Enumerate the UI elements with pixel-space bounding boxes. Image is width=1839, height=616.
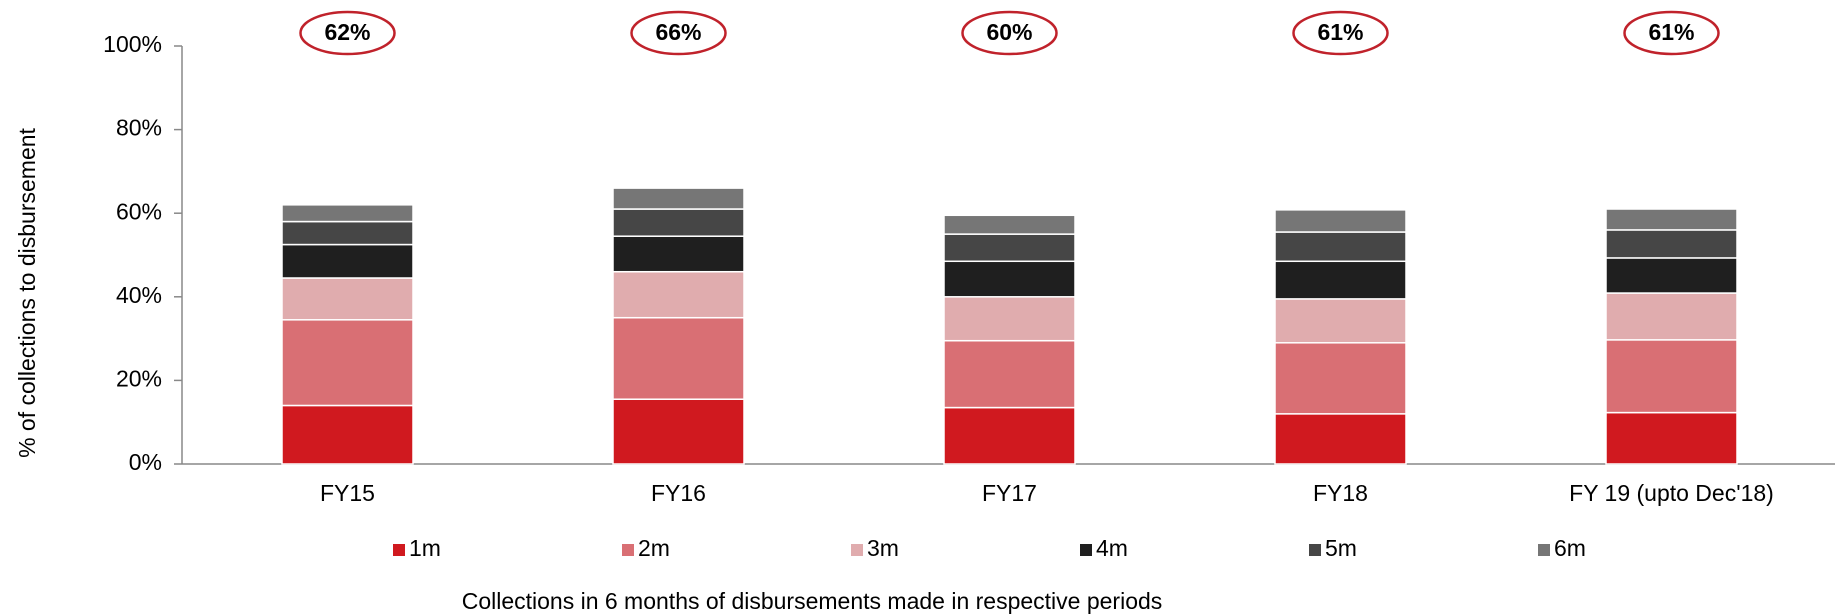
- total-label: 61%: [1317, 19, 1363, 45]
- bar-segment: [943, 214, 1076, 235]
- bar-segment: [612, 208, 745, 237]
- bar-segment: [612, 187, 745, 210]
- bar-segment: [281, 277, 414, 321]
- bar-segment: [943, 406, 1076, 465]
- bar-segment: [612, 270, 745, 319]
- y-axis-title: % of collections to disbursement: [14, 127, 40, 457]
- x-tick-label: FY16: [651, 480, 706, 506]
- y-tick-label: 60%: [116, 198, 162, 224]
- bar-segment: [612, 316, 745, 400]
- x-tick-label: FY17: [982, 480, 1037, 506]
- bar-segment: [1274, 342, 1407, 415]
- total-oval: [961, 10, 1058, 56]
- bar-segment: [1605, 257, 1738, 294]
- legend-swatch: [393, 544, 405, 556]
- bar-segment: [281, 220, 414, 246]
- bar-segment: [612, 235, 745, 273]
- y-tick-label: 40%: [116, 282, 162, 308]
- bar-segment: [943, 260, 1076, 298]
- bar-segment: [1274, 413, 1407, 465]
- legend-label: 5m: [1325, 535, 1357, 561]
- bar-segment: [1605, 339, 1738, 414]
- total-label: 66%: [655, 19, 701, 45]
- bar-segment: [281, 243, 414, 279]
- bar-segment: [943, 233, 1076, 263]
- legend-label: 3m: [867, 535, 899, 561]
- legend-swatch: [622, 544, 634, 556]
- legend-swatch: [1538, 544, 1550, 556]
- legend-label: 6m: [1554, 535, 1586, 561]
- bar-segment: [1605, 208, 1738, 231]
- legend-label: 4m: [1096, 535, 1128, 561]
- x-tick-label: FY18: [1313, 480, 1368, 506]
- bar-segment: [1605, 292, 1738, 341]
- total-label: 62%: [324, 19, 370, 45]
- bar-segment: [281, 404, 414, 465]
- bar-segment: [281, 204, 414, 223]
- legend-label: 2m: [638, 535, 670, 561]
- y-tick-label: 0%: [129, 449, 162, 475]
- x-tick-label: FY 19 (upto Dec'18): [1569, 480, 1774, 506]
- legend-swatch: [1080, 544, 1092, 556]
- bar-segment: [1274, 209, 1407, 233]
- bar-segment: [1274, 260, 1407, 300]
- total-oval: [299, 10, 396, 56]
- legend-swatch: [851, 544, 863, 556]
- total-label: 60%: [986, 19, 1032, 45]
- y-tick-label: 100%: [103, 31, 162, 57]
- x-tick-label: FY15: [320, 480, 375, 506]
- bar-segment: [1605, 411, 1738, 465]
- x-axis-title: Collections in 6 months of disbursements…: [462, 588, 1163, 614]
- legend-swatch: [1309, 544, 1321, 556]
- bar-segment: [1274, 231, 1407, 263]
- total-oval: [1623, 10, 1720, 56]
- y-tick-label: 80%: [116, 115, 162, 141]
- bar-segment: [612, 398, 745, 465]
- total-oval: [630, 10, 727, 56]
- total-oval: [1292, 10, 1389, 56]
- bar-segment: [943, 339, 1076, 409]
- bar-segment: [281, 319, 414, 407]
- bar-segment: [1605, 229, 1738, 259]
- bar-segment: [1274, 298, 1407, 344]
- total-label: 61%: [1648, 19, 1694, 45]
- y-tick-label: 20%: [116, 365, 162, 391]
- legend-label: 1m: [409, 535, 441, 561]
- bar-segment: [943, 296, 1076, 342]
